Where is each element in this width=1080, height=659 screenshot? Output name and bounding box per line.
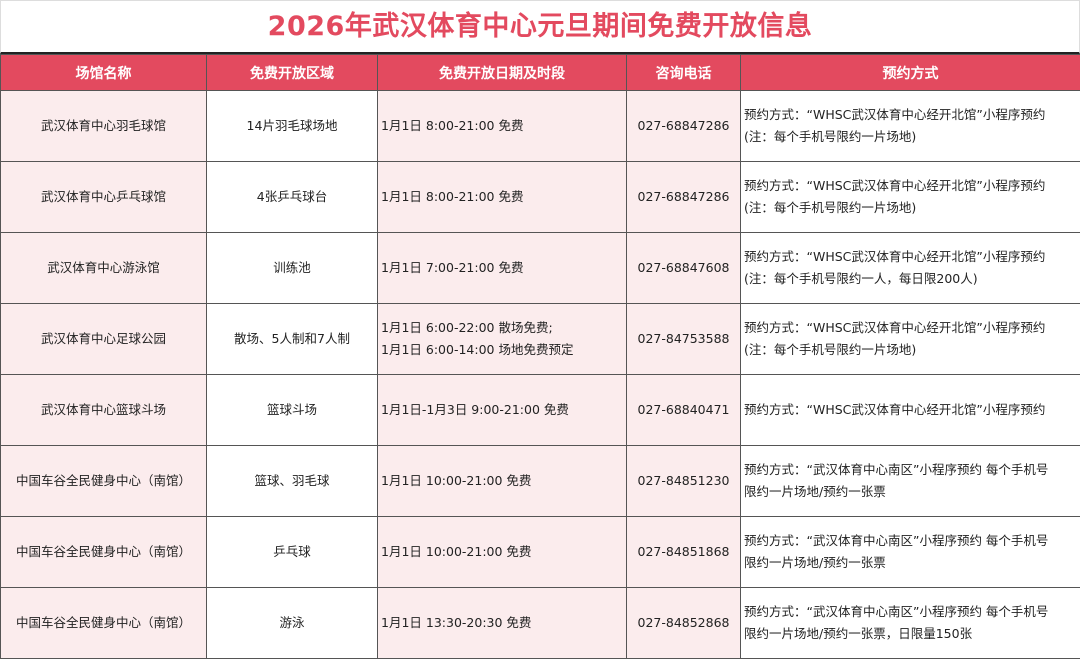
time-cell: 1月1日 13:30-20:30 免费 bbox=[377, 587, 627, 659]
booking-cell: 预约方式：“WHSC武汉体育中心经开北馆”小程序预约 (注：每个手机号限约一人，每… bbox=[740, 232, 1080, 304]
header-time: 免费开放日期及时段 bbox=[377, 54, 627, 91]
area-cell: 散场、5人制和7人制 bbox=[206, 303, 378, 375]
table-row: 中国车谷全民健身中心（南馆） 乒乓球 1月1日 10:00-21:00 免费 027-… bbox=[0, 516, 1080, 588]
booking-cell-line: 预约方式：“武汉体育中心南区”小程序预约 每个手机号 bbox=[744, 533, 1049, 548]
booking-cell-line: 预约方式：“武汉体育中心南区”小程序预约 每个手机号 bbox=[744, 604, 1049, 619]
booking-cell: 预约方式：“武汉体育中心南区”小程序预约 每个手机号 限约一片场地/预约一张票 bbox=[740, 516, 1080, 588]
phone-cell: 027-84753588 bbox=[626, 303, 741, 375]
booking-cell: 预约方式：“武汉体育中心南区”小程序预约 每个手机号 限约一片场地/预约一张票 bbox=[740, 445, 1080, 517]
time-cell: 1月1日-1月3日 9:00-21:00 免费 bbox=[377, 374, 627, 446]
booking-cell-line: (注：每个手机号限约一片场地) bbox=[744, 342, 917, 357]
booking-cell: 预约方式：“武汉体育中心南区”小程序预约 每个手机号 限约一片场地/预约一张票，日… bbox=[740, 587, 1080, 659]
venue-cell: 武汉体育中心足球公园 bbox=[0, 303, 207, 375]
venue-cell: 武汉体育中心游泳馆 bbox=[0, 232, 207, 304]
time-cell: 1月1日 10:00-21:00 免费 bbox=[377, 516, 627, 588]
booking-cell-line: 限约一片场地/预约一张票，日限量150张 bbox=[744, 626, 973, 641]
table-row: 武汉体育中心乒乓球馆 4张乒乓球台 1月1日 8:00-21:00 免费 027-68… bbox=[0, 161, 1080, 233]
phone-cell: 027-68847286 bbox=[626, 161, 741, 233]
table-row: 中国车谷全民健身中心（南馆） 篮球、羽毛球 1月1日 10:00-21:00 免费 0… bbox=[0, 445, 1080, 517]
booking-cell: 预约方式：“WHSC武汉体育中心经开北馆”小程序预约 bbox=[740, 374, 1080, 446]
venue-cell: 武汉体育中心羽毛球馆 bbox=[0, 90, 207, 162]
phone-cell: 027-84851868 bbox=[626, 516, 741, 588]
header-booking: 预约方式 bbox=[740, 54, 1080, 91]
header-phone: 咨询电话 bbox=[626, 54, 741, 91]
venue-cell: 中国车谷全民健身中心（南馆） bbox=[0, 445, 207, 517]
booking-cell: 预约方式：“WHSC武汉体育中心经开北馆”小程序预约 (注：每个手机号限约一片场地… bbox=[740, 90, 1080, 162]
table-row: 中国车谷全民健身中心（南馆） 游泳 1月1日 13:30-20:30 免费 027-8… bbox=[0, 587, 1080, 659]
table-row: 武汉体育中心篮球斗场 篮球斗场 1月1日-1月3日 9:00-21:00 免费 027… bbox=[0, 374, 1080, 446]
booking-cell-line: 预约方式：“武汉体育中心南区”小程序预约 每个手机号 bbox=[744, 462, 1049, 477]
phone-cell: 027-68847286 bbox=[626, 90, 741, 162]
phone-cell: 027-84852868 bbox=[626, 587, 741, 659]
booking-cell-line: 预约方式：“WHSC武汉体育中心经开北馆”小程序预约 bbox=[744, 107, 1046, 122]
booking-cell-line: 预约方式：“WHSC武汉体育中心经开北馆”小程序预约 bbox=[744, 402, 1046, 417]
time-cell: 1月1日 10:00-21:00 免费 bbox=[377, 445, 627, 517]
time-cell-line: 1月1日 7:00-21:00 免费 bbox=[381, 260, 524, 275]
area-cell: 4张乒乓球台 bbox=[206, 161, 378, 233]
time-cell-line: 1月1日-1月3日 9:00-21:00 免费 bbox=[381, 402, 569, 417]
time-cell-line: 1月1日 10:00-21:00 免费 bbox=[381, 544, 532, 559]
booking-cell-line: 限约一片场地/预约一张票 bbox=[744, 484, 886, 499]
venue-cell: 中国车谷全民健身中心（南馆） bbox=[0, 516, 207, 588]
booking-cell-line: 预约方式：“WHSC武汉体育中心经开北馆”小程序预约 bbox=[744, 249, 1046, 264]
time-cell-line: 1月1日 13:30-20:30 免费 bbox=[381, 615, 532, 630]
venue-cell: 武汉体育中心乒乓球馆 bbox=[0, 161, 207, 233]
booking-cell-line: (注：每个手机号限约一片场地) bbox=[744, 129, 917, 144]
booking-cell-line: 预约方式：“WHSC武汉体育中心经开北馆”小程序预约 bbox=[744, 320, 1046, 335]
area-cell: 乒乓球 bbox=[206, 516, 378, 588]
time-cell: 1月1日 8:00-21:00 免费 bbox=[377, 161, 627, 233]
phone-cell: 027-68840471 bbox=[626, 374, 741, 446]
booking-cell-line: 限约一片场地/预约一张票 bbox=[744, 555, 886, 570]
booking-cell-line: 预约方式：“WHSC武汉体育中心经开北馆”小程序预约 bbox=[744, 178, 1046, 193]
phone-cell: 027-84851230 bbox=[626, 445, 741, 517]
venue-table: 场馆名称 免费开放区域 免费开放日期及时段 咨询电话 预约方式 武汉体育中心羽毛… bbox=[0, 54, 1080, 659]
time-cell-line: 1月1日 8:00-21:00 免费 bbox=[381, 118, 524, 133]
time-cell: 1月1日 6:00-22:00 散场免费; 1月1日 6:00-14:00 场地免… bbox=[377, 303, 627, 375]
booking-cell: 预约方式：“WHSC武汉体育中心经开北馆”小程序预约 (注：每个手机号限约一片场地… bbox=[740, 161, 1080, 233]
time-cell-line: 1月1日 6:00-22:00 散场免费; bbox=[381, 320, 553, 335]
area-cell: 篮球、羽毛球 bbox=[206, 445, 378, 517]
table-header: 场馆名称 免费开放区域 免费开放日期及时段 咨询电话 预约方式 bbox=[0, 54, 1080, 91]
booking-cell-line: (注：每个手机号限约一人，每日限200人) bbox=[744, 271, 978, 286]
booking-cell: 预约方式：“WHSC武汉体育中心经开北馆”小程序预约 (注：每个手机号限约一片场地… bbox=[740, 303, 1080, 375]
time-cell: 1月1日 8:00-21:00 免费 bbox=[377, 90, 627, 162]
table-row: 武汉体育中心羽毛球馆 14片羽毛球场地 1月1日 8:00-21:00 免费 027-… bbox=[0, 90, 1080, 162]
area-cell: 14片羽毛球场地 bbox=[206, 90, 378, 162]
page-title: 2026年武汉体育中心元旦期间免费开放信息 bbox=[0, 0, 1080, 54]
venue-cell: 武汉体育中心篮球斗场 bbox=[0, 374, 207, 446]
table-row: 武汉体育中心游泳馆 训练池 1月1日 7:00-21:00 免费 027-688476… bbox=[0, 232, 1080, 304]
area-cell: 训练池 bbox=[206, 232, 378, 304]
table-row: 武汉体育中心足球公园 散场、5人制和7人制 1月1日 6:00-22:00 散场免费… bbox=[0, 303, 1080, 375]
booking-cell-line: (注：每个手机号限约一片场地) bbox=[744, 200, 917, 215]
time-cell-line: 1月1日 8:00-21:00 免费 bbox=[381, 189, 524, 204]
header-venue: 场馆名称 bbox=[0, 54, 207, 91]
header-area: 免费开放区域 bbox=[206, 54, 378, 91]
time-cell: 1月1日 7:00-21:00 免费 bbox=[377, 232, 627, 304]
venue-cell: 中国车谷全民健身中心（南馆） bbox=[0, 587, 207, 659]
area-cell: 篮球斗场 bbox=[206, 374, 378, 446]
area-cell: 游泳 bbox=[206, 587, 378, 659]
time-cell-line: 1月1日 6:00-14:00 场地免费预定 bbox=[381, 342, 574, 357]
time-cell-line: 1月1日 10:00-21:00 免费 bbox=[381, 473, 532, 488]
phone-cell: 027-68847608 bbox=[626, 232, 741, 304]
